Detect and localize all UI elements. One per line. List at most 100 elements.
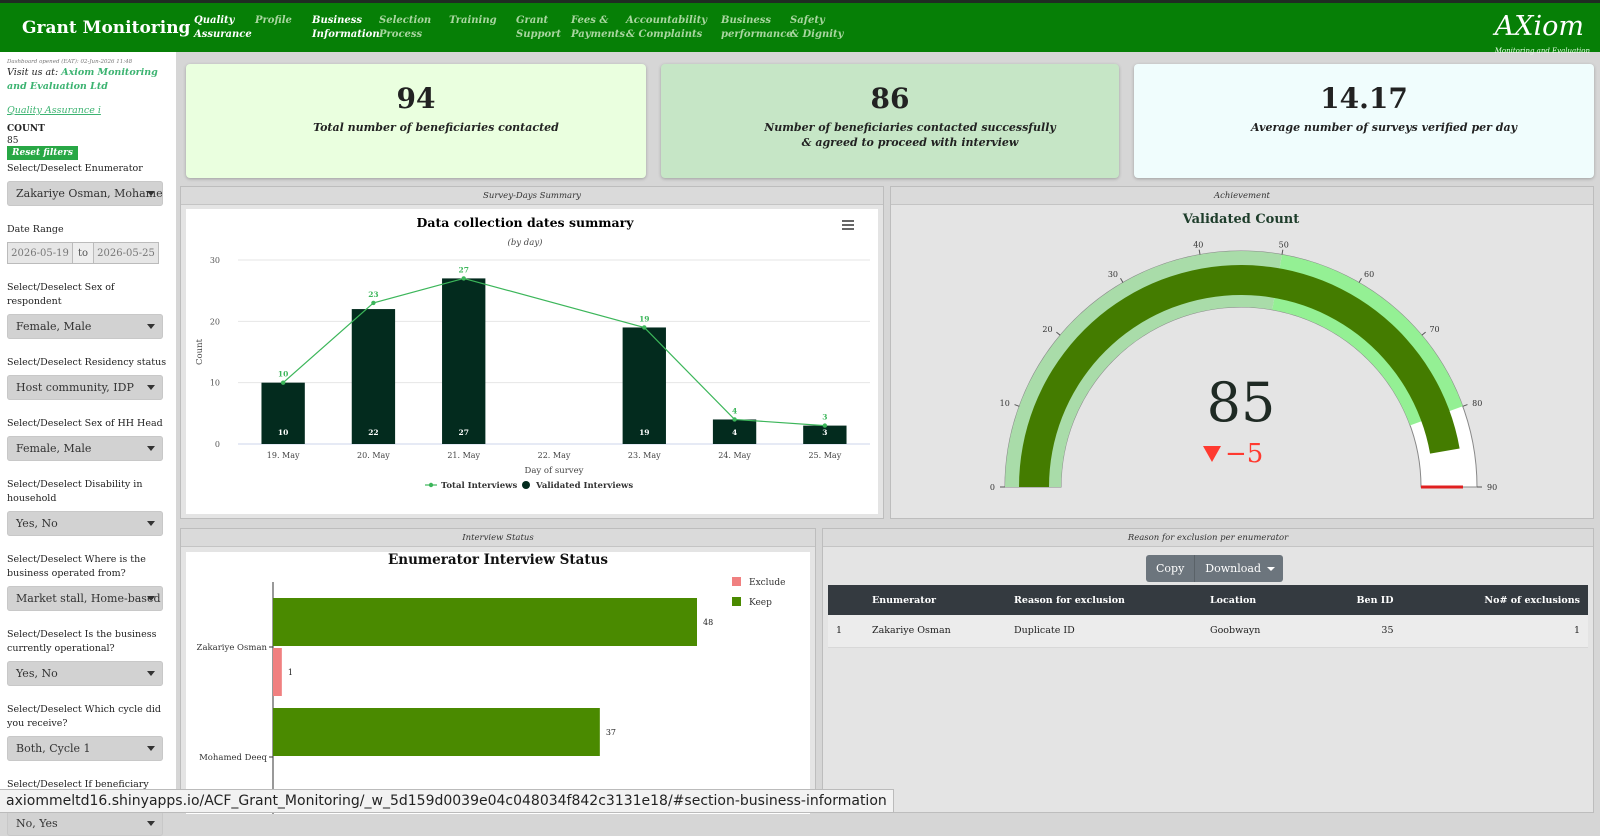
date-start[interactable]: 2026-05-19 [7, 242, 73, 264]
table-wrap: Enumerator Reason for exclusion Location Be… [828, 585, 1588, 648]
chart-subtitle: (by day) [508, 237, 543, 248]
gauge-tick-label: 40 [1193, 241, 1203, 250]
gauge-tick-label: 20 [1042, 325, 1052, 334]
bar [622, 327, 666, 444]
sidebar: Dashboard opened (EAT): 02-Jun-2026 11:4… [0, 52, 176, 836]
bar-label: 10 [278, 428, 288, 437]
bar [803, 425, 847, 444]
header-row: Enumerator Reason for exclusion Location Be… [828, 585, 1588, 615]
nav-item[interactable]: Fees & Payments [571, 14, 625, 42]
y-tick-label: 0 [215, 440, 220, 449]
gauge-bar [1019, 265, 1460, 487]
table-cell: 1 [828, 615, 864, 648]
filter-dropdown[interactable]: Female, Male [7, 436, 163, 461]
nav-text: Selection [379, 15, 432, 26]
delta-arrow [1203, 446, 1221, 462]
kpi-label: Total number of beneficiaries contacted [313, 121, 559, 134]
gauge-tick [1198, 249, 1201, 255]
logo-subtitle: Monitoring and Evaluation [1494, 47, 1590, 55]
filter-dropdown[interactable]: Yes, No [7, 511, 163, 536]
bar [261, 382, 305, 444]
nav-item[interactable]: Selection Process [379, 14, 431, 42]
filter-label: Select/Deselect Is the business currentl… [7, 629, 157, 654]
dates-chart: Data collection dates summary (by day) 0 10… [186, 209, 878, 514]
date-end[interactable]: 2026-05-25 [93, 242, 159, 264]
bar-label: 22 [368, 428, 378, 437]
table-body: 1 Zakariye Osman Duplicate ID Goobwayn 35 1 [828, 615, 1588, 648]
header-cell[interactable]: Ben ID [1312, 585, 1402, 615]
nav-item[interactable]: Business performance [721, 14, 793, 42]
nav-text: Business [312, 15, 363, 26]
gauge-delta: −5 [1225, 439, 1263, 469]
nav-item[interactable]: Training [449, 14, 497, 28]
nav-item[interactable]: Grant Support [516, 14, 561, 42]
visit-link[interactable]: Axiom Monitoring and Evaluation Ltd [7, 67, 158, 92]
gauge-tick [1056, 331, 1061, 336]
interview-status-panel: Interview Status Enumerator Interview St… [180, 528, 816, 814]
legend-swatch [732, 577, 741, 586]
nav-item[interactable]: Profile [255, 14, 292, 28]
header-cell[interactable]: Enumerator [864, 585, 1006, 615]
legend-label[interactable]: Validated Interviews [535, 481, 633, 491]
gauge-tick-label: 80 [1472, 399, 1482, 408]
filter-dropdown[interactable]: Female, Male [7, 314, 163, 339]
bar-label: 4 [732, 428, 737, 437]
table-button[interactable]: Copy [1146, 555, 1195, 582]
filter-label: Select/Deselect Sex of HH Head [7, 418, 163, 429]
nav-item[interactable]: Quality Assurance [194, 14, 252, 42]
panel-heading: Survey-Days Summary [181, 187, 883, 205]
filters: Select/Deselect Enumerator Zakariye Osman… [7, 162, 169, 836]
nav-text: Assurance [194, 29, 252, 40]
legend-label[interactable]: Keep [749, 598, 772, 608]
menu-bar [842, 224, 854, 226]
nav-text: Information [312, 29, 380, 40]
legend-swatch [522, 481, 530, 489]
bar-label: 48 [703, 618, 713, 627]
table-button[interactable]: Download [1194, 555, 1283, 582]
count-label: COUNT [7, 124, 45, 134]
filter-dropdown[interactable]: Host community, IDP [7, 375, 163, 400]
filter-dropdown[interactable]: Market stall, Home-based [7, 586, 163, 611]
visit-text: Visit us at: [7, 67, 59, 78]
kpi-box: 94 Total number of beneficiaries contacte… [186, 64, 646, 178]
legend-label[interactable]: Total Interviews [441, 481, 518, 491]
app-title[interactable]: Grant Monitoring [22, 18, 191, 38]
bar [442, 278, 486, 444]
nav-text: Profile [255, 15, 292, 26]
nav-text: Payments [571, 29, 626, 40]
gauge-tick-label: 70 [1429, 325, 1439, 334]
line-point [461, 276, 466, 281]
header-cell[interactable]: Reason for exclusion [1006, 585, 1202, 615]
legend-swatch [428, 482, 434, 488]
filter-dropdown[interactable]: Both, Cycle 1 [7, 736, 163, 761]
bar [273, 598, 697, 646]
bar-label: 37 [606, 728, 616, 737]
line-point [280, 380, 286, 385]
bar [273, 648, 282, 696]
reset-button[interactable]: Reset filters [7, 146, 78, 160]
gauge-tick [1120, 278, 1124, 283]
header-cell[interactable]: No# of exclusions [1401, 585, 1588, 615]
header-cell[interactable]: Location [1202, 585, 1313, 615]
filter-dropdown[interactable]: No, Yes [7, 811, 163, 836]
legend-label[interactable]: Exclude [749, 578, 785, 588]
nav-item[interactable]: Safety & Dignity [790, 14, 843, 42]
filter-dropdown[interactable]: Zakariye Osman, Mohamed Deeq [7, 181, 163, 206]
filter-label: Select/Deselect Where is the business op… [7, 554, 146, 579]
nav-item[interactable]: Accountability & Complaints [626, 14, 707, 42]
panel-heading: Reason for exclusion per enumerator [823, 529, 1593, 547]
bar-label: 3 [822, 428, 827, 437]
gauge-tick [1358, 278, 1362, 283]
filter-dropdown[interactable]: Yes, No [7, 661, 163, 686]
bar-label: 1 [288, 668, 293, 677]
kpi-value: 86 [870, 82, 910, 115]
bar [273, 708, 600, 756]
qa-link[interactable]: Quality Assurance i [7, 105, 101, 116]
menu-bar [842, 228, 854, 230]
chart-menu[interactable] [842, 220, 854, 230]
x-tick-label: 20. May [357, 451, 390, 460]
filter-label: Select/Deselect Disability in household [7, 479, 143, 504]
gauge-tick [1462, 404, 1468, 407]
menu-bar [842, 220, 854, 222]
nav-item[interactable]: Business Information [312, 14, 380, 42]
